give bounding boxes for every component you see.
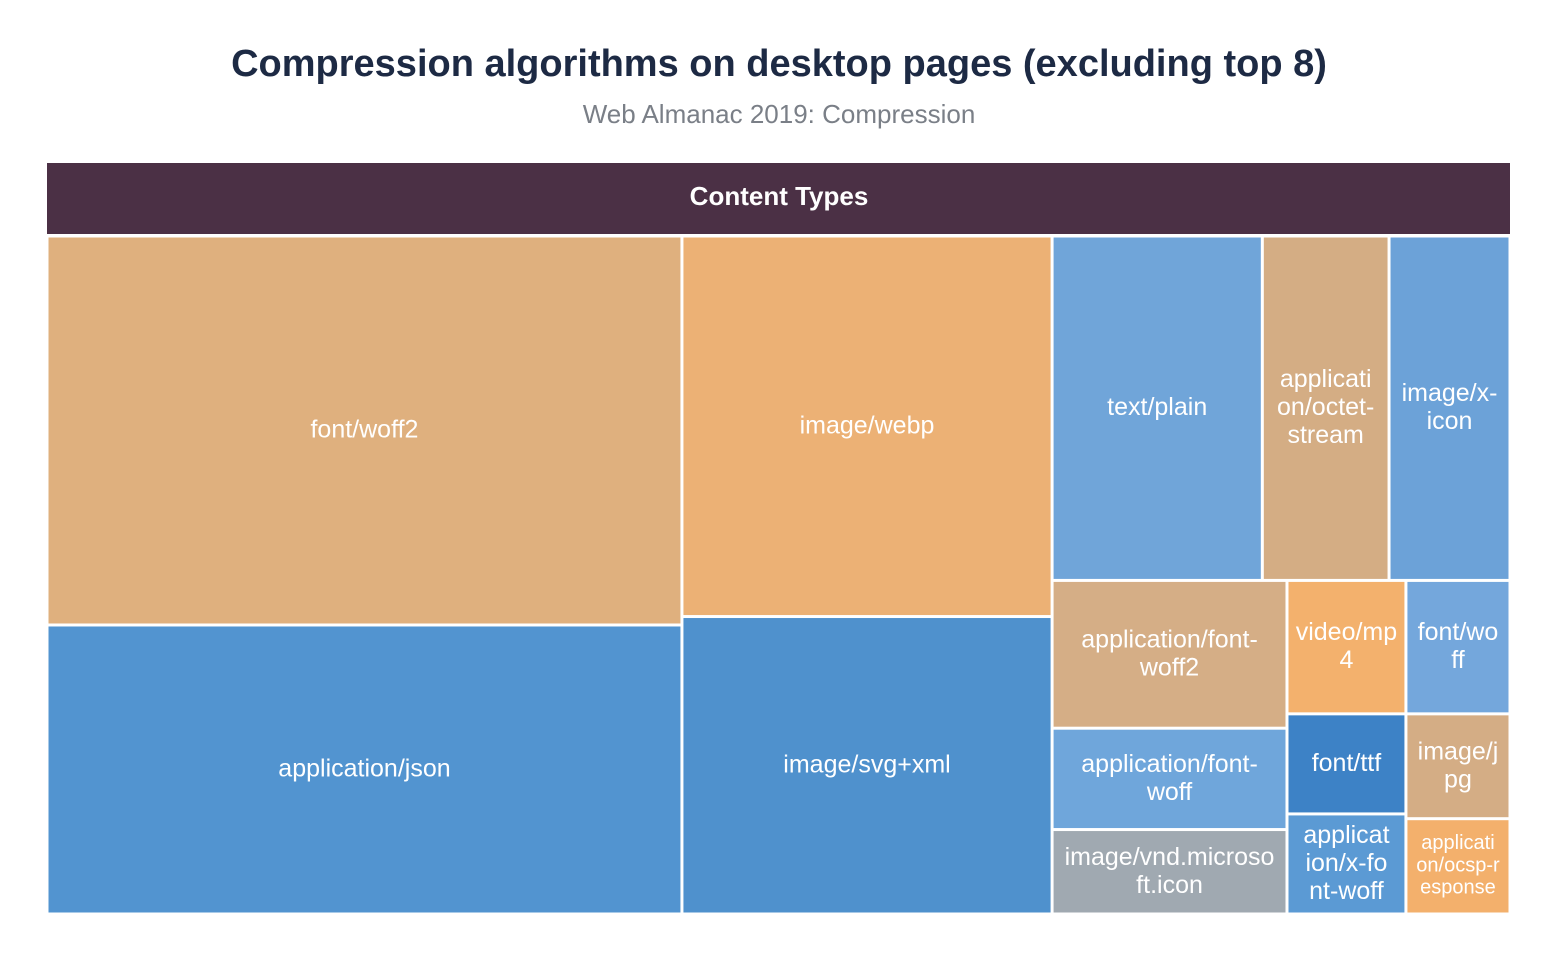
tile (48, 237, 681, 624)
tile (1053, 581, 1286, 727)
tile (1053, 831, 1286, 913)
root-label: Content Types (690, 181, 869, 211)
tile-label: image/j pg (1418, 737, 1499, 793)
tile (1288, 715, 1405, 813)
tile-label: image/svg+xml (783, 750, 950, 778)
tile-label: image/x-icon (1402, 379, 1498, 435)
tile-label: applicati on/ocsp-r esponse (1416, 832, 1500, 899)
tile (1390, 237, 1509, 579)
tile (1053, 237, 1261, 579)
tile (1407, 715, 1509, 818)
tile-label: video/mp 4 (1296, 618, 1397, 674)
tile-label: image/vnd.microso ft.icon (1065, 842, 1275, 898)
tile-label: application/json (278, 754, 450, 782)
tile (683, 237, 1051, 616)
tile-label: application/font-woff2 (1081, 625, 1258, 681)
tile (48, 626, 681, 913)
root-bar (47, 163, 1510, 234)
tile-label: font/woff2 (310, 415, 418, 443)
tile-label: application/font-woff (1081, 749, 1258, 805)
chart-subtitle: Web Almanac 2019: Compression (583, 99, 976, 129)
tile (1407, 820, 1509, 913)
chart-title: Compression algorithms on desktop pages … (231, 43, 1327, 85)
tile (683, 618, 1051, 913)
tile-label: text/plain (1107, 393, 1207, 421)
tile (1263, 237, 1388, 579)
tile (1407, 581, 1509, 713)
tile-label: font/ttf (1312, 748, 1382, 776)
tile-label: image/webp (800, 411, 935, 439)
tile-label: applicat ion/x-fo nt-woff (1303, 821, 1389, 905)
tile-label: applicati on/octet-stream (1277, 365, 1374, 449)
tile-label: font/wo ff (1418, 618, 1499, 674)
tile (1288, 581, 1405, 713)
tile (1288, 815, 1405, 913)
tile (1053, 729, 1286, 829)
